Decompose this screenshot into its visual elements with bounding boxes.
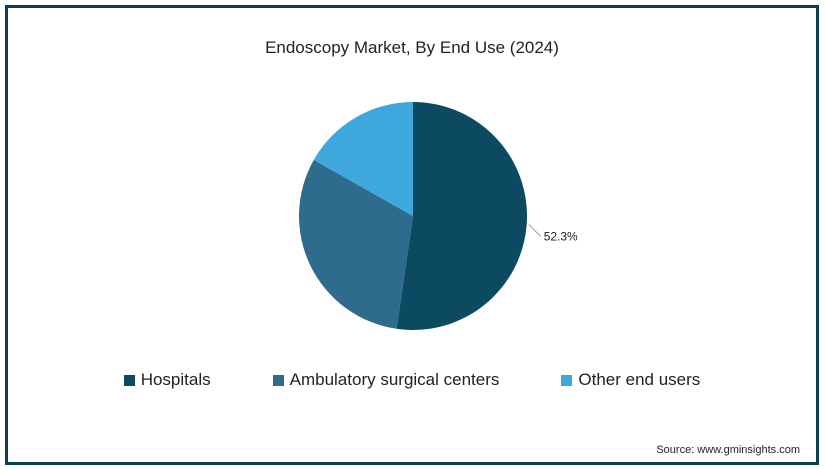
data-label: 52.3% [544, 229, 578, 243]
chart-title: Endoscopy Market, By End Use (2024) [265, 38, 559, 57]
legend: Hospitals Ambulatory surgical centers Ot… [8, 370, 816, 390]
legend-swatch [123, 374, 135, 386]
legend-swatch [561, 374, 573, 386]
legend-label: Ambulatory surgical centers [289, 370, 500, 389]
legend-label: Other end users [578, 370, 701, 389]
pie-chart: 52.3% [299, 102, 578, 330]
pie-slice-hospitals [396, 102, 527, 330]
legend-label: Hospitals [140, 370, 211, 389]
chart-frame: Endoscopy Market, By End Use (2024) 52.3… [5, 5, 819, 465]
data-label-leader [528, 224, 541, 237]
pie-slice-ambulatory-surgical-centers [299, 159, 413, 329]
pie-slice-other-end-users [313, 102, 413, 216]
legend-item-other-end-users: Other end users [561, 370, 700, 390]
source-note: Source: www.gminsights.com [656, 444, 800, 456]
legend-swatch [272, 374, 284, 386]
legend-item-ambulatory-surgical-centers: Ambulatory surgical centers [272, 370, 500, 390]
legend-item-hospitals: Hospitals [123, 370, 211, 390]
